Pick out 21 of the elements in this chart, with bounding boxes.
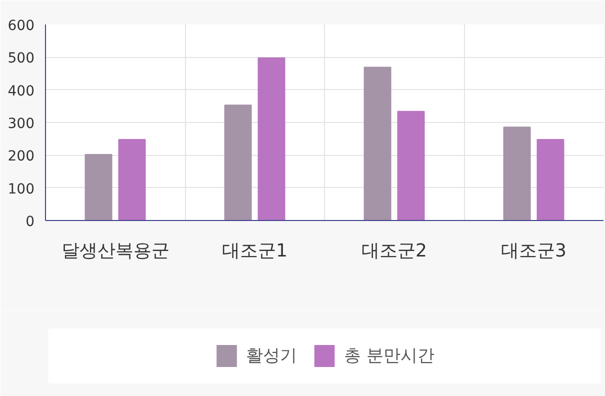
y-tick-label: 300 <box>8 116 35 132</box>
x-tick-label: 달생산복용군 <box>61 240 170 262</box>
bar <box>118 138 146 220</box>
bar <box>84 154 112 220</box>
bar <box>258 57 286 220</box>
x-tick-label: 대조군2 <box>362 240 427 262</box>
x-tick-label: 대조군3 <box>501 240 566 262</box>
legend-label: 총 분만시간 <box>344 346 434 366</box>
bar <box>503 126 531 220</box>
y-tick-label: 0 <box>26 214 35 230</box>
y-tick-label: 100 <box>8 181 35 198</box>
legend-label: 활성기 <box>246 346 298 366</box>
y-tick-label: 200 <box>8 148 35 165</box>
bar <box>224 104 252 220</box>
x-tick-label: 대조군1 <box>222 240 288 262</box>
y-tick-label: 400 <box>8 83 35 100</box>
y-tick-label: 600 <box>8 18 35 34</box>
bar <box>536 138 564 220</box>
bar <box>397 110 425 220</box>
bar <box>364 66 392 220</box>
y-tick-label: 500 <box>8 50 35 67</box>
